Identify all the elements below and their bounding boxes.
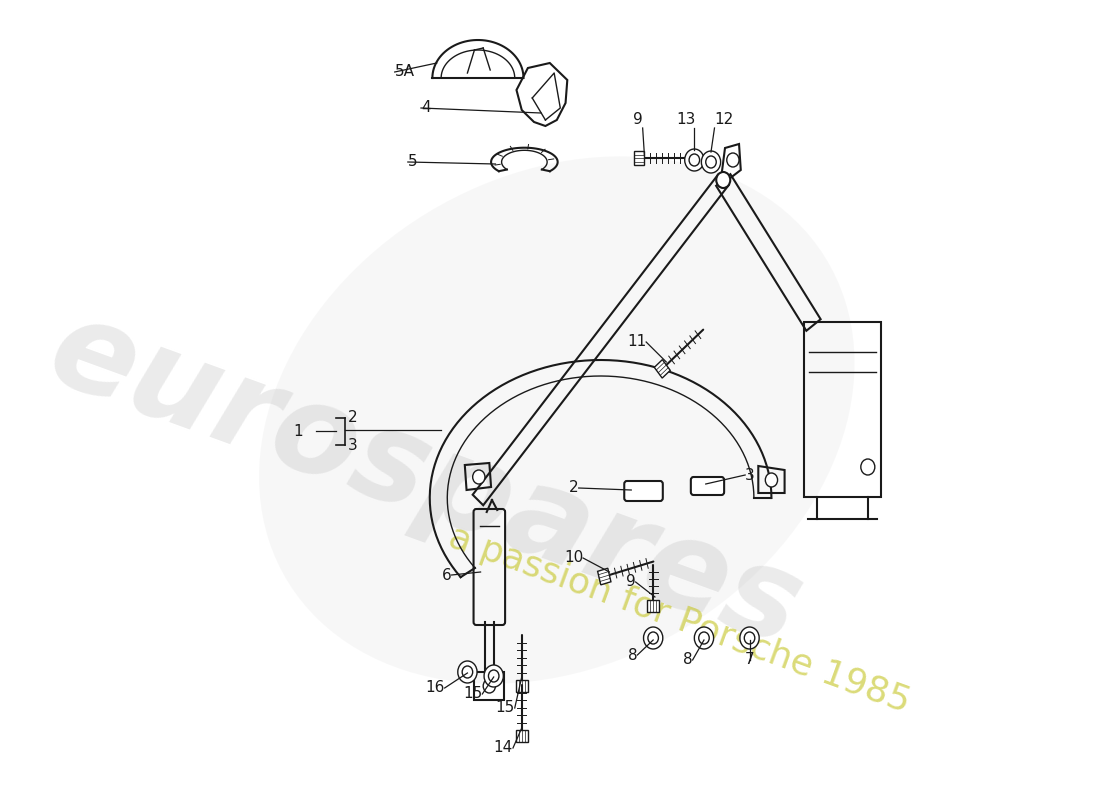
Text: 8: 8	[628, 647, 637, 662]
Circle shape	[484, 665, 504, 687]
Text: eurospares: eurospares	[33, 288, 817, 672]
Circle shape	[483, 679, 495, 693]
Circle shape	[458, 661, 477, 683]
Text: 3: 3	[349, 438, 358, 453]
Text: 7: 7	[745, 653, 755, 667]
Ellipse shape	[260, 156, 855, 684]
Text: 9: 9	[626, 574, 636, 590]
FancyBboxPatch shape	[691, 477, 724, 495]
Text: 9: 9	[632, 113, 642, 127]
Polygon shape	[597, 568, 611, 585]
Circle shape	[473, 470, 485, 484]
Circle shape	[689, 154, 700, 166]
Text: 15: 15	[495, 701, 515, 715]
Circle shape	[684, 149, 704, 171]
Text: 6: 6	[442, 567, 452, 582]
Circle shape	[694, 627, 714, 649]
Circle shape	[648, 632, 659, 644]
Bar	[474, 672, 504, 700]
Polygon shape	[516, 680, 528, 692]
Text: 2: 2	[349, 410, 358, 426]
Circle shape	[716, 172, 730, 188]
Text: 15: 15	[463, 686, 482, 702]
Circle shape	[745, 632, 755, 644]
Text: 16: 16	[426, 681, 444, 695]
Text: 10: 10	[564, 550, 583, 566]
Circle shape	[727, 153, 739, 167]
Circle shape	[698, 632, 710, 644]
Circle shape	[702, 151, 721, 173]
Text: 12: 12	[715, 113, 734, 127]
Text: 2: 2	[569, 481, 579, 495]
Circle shape	[644, 627, 663, 649]
Circle shape	[706, 156, 716, 168]
Bar	[804, 322, 881, 497]
Polygon shape	[516, 730, 528, 742]
Text: a passion for Porsche 1985: a passion for Porsche 1985	[444, 521, 915, 719]
Polygon shape	[634, 151, 645, 165]
Text: 5: 5	[408, 154, 418, 170]
Text: 14: 14	[494, 741, 513, 755]
Text: 8: 8	[683, 653, 693, 667]
Text: 11: 11	[627, 334, 646, 350]
Circle shape	[861, 459, 875, 475]
Circle shape	[462, 666, 473, 678]
Circle shape	[766, 473, 778, 487]
FancyBboxPatch shape	[625, 481, 663, 501]
Text: 13: 13	[675, 113, 695, 127]
Text: 1: 1	[293, 423, 303, 438]
Polygon shape	[654, 360, 670, 378]
Circle shape	[740, 627, 759, 649]
Text: 3: 3	[745, 467, 755, 482]
Text: 5A: 5A	[395, 65, 415, 79]
Polygon shape	[647, 600, 659, 612]
Circle shape	[488, 670, 499, 682]
Text: 4: 4	[421, 101, 430, 115]
